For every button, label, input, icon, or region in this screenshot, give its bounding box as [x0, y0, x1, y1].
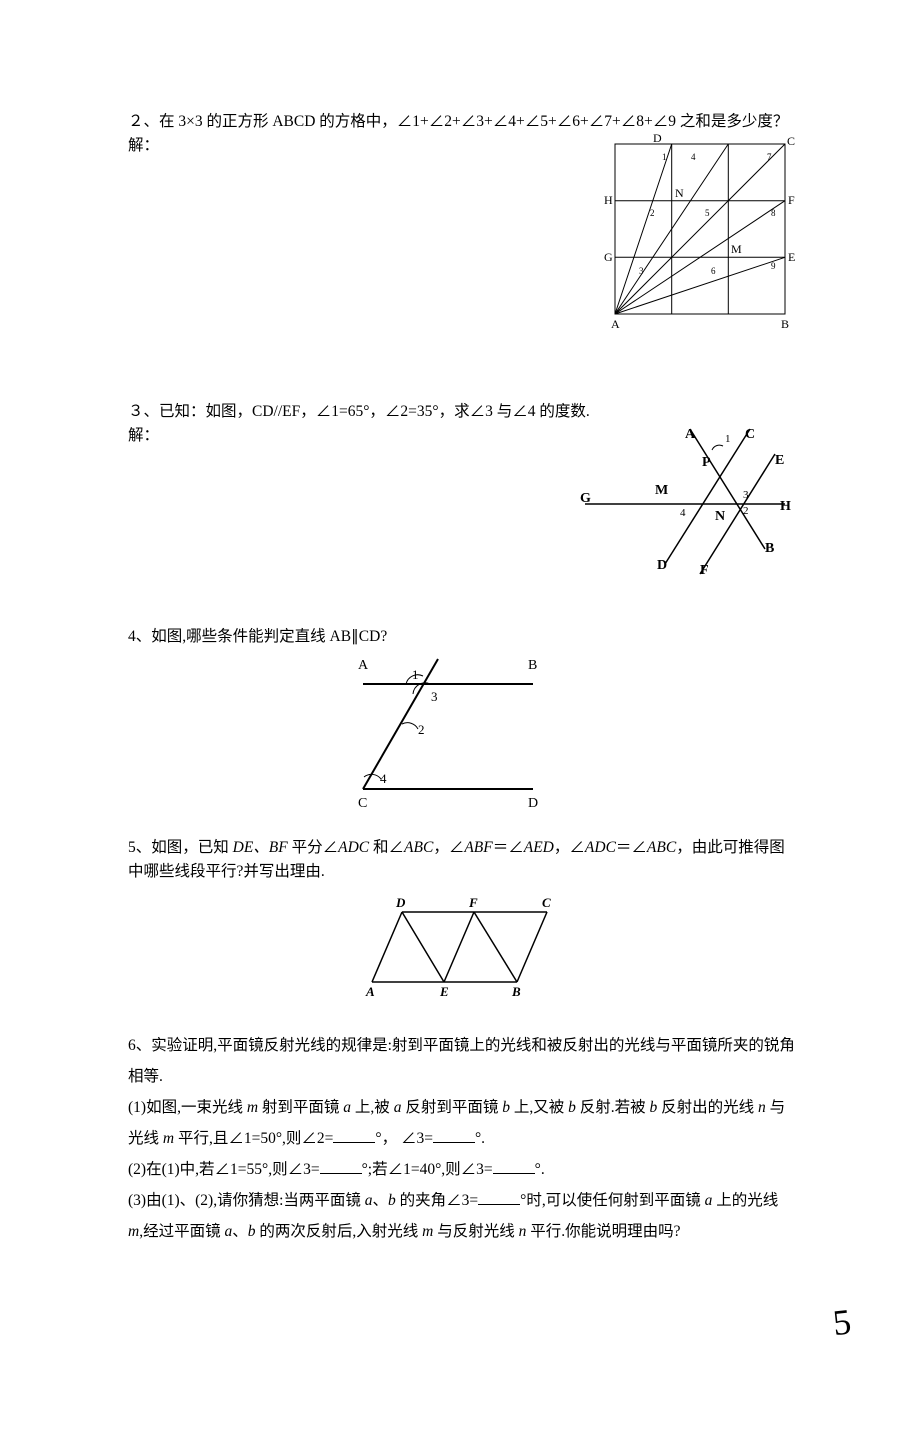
- svg-text:D: D: [653, 134, 662, 145]
- q4-text: 4、如图,哪些条件能判定直线 AB∥CD?: [128, 625, 795, 649]
- svg-text:E: E: [775, 453, 784, 468]
- svg-text:6: 6: [711, 266, 716, 276]
- svg-text:M: M: [731, 242, 742, 256]
- svg-text:D: D: [395, 895, 406, 910]
- svg-text:B: B: [511, 984, 521, 999]
- q6-part2: (2)在(1)中,若∠1=55°,则∠3=°;若∠1=40°,则∠3=°.: [128, 1154, 795, 1185]
- question-5: 5、如图，已知 DE、BF 平分∠ADC 和∠ABC，∠ABF＝∠AED，∠AD…: [128, 836, 795, 1002]
- svg-text:3: 3: [431, 689, 438, 704]
- q6-part1: (1)如图,一束光线 m 射到平面镜 a 上,被 a 反射到平面镜 b 上,又被…: [128, 1092, 795, 1154]
- svg-text:B: B: [765, 541, 774, 556]
- svg-text:4: 4: [380, 771, 387, 786]
- svg-text:F: F: [468, 895, 478, 910]
- svg-text:G: G: [580, 491, 591, 506]
- svg-text:D: D: [657, 558, 667, 573]
- svg-text:E: E: [439, 984, 449, 999]
- svg-text:1: 1: [412, 667, 419, 682]
- svg-text:4: 4: [691, 152, 696, 162]
- svg-text:7: 7: [767, 152, 772, 162]
- blank-input: [320, 1158, 362, 1175]
- q5-figure: D F C A E B: [352, 892, 572, 1002]
- svg-text:C: C: [358, 796, 367, 811]
- page-number: 5: [2, 1283, 920, 1431]
- q3-text: ３、已知：如图，CD//EF，∠1=65°，∠2=35°，求∠3 与∠4 的度数…: [128, 400, 795, 424]
- svg-text:N: N: [675, 186, 684, 200]
- blank-input: [333, 1127, 375, 1144]
- svg-text:D: D: [528, 796, 538, 811]
- blank-input: [478, 1189, 520, 1206]
- svg-text:N: N: [715, 509, 725, 524]
- q2-figure: D C H N F G M E A B 1 2 3 4 5 6 7 8 9: [595, 134, 795, 334]
- q6-intro: 6、实验证明,平面镜反射光线的规律是:射到平面镜上的光线和被反射出的光线与平面镜…: [128, 1030, 795, 1092]
- question-4: 4、如图,哪些条件能判定直线 AB∥CD? A B C D 1: [128, 625, 795, 814]
- question-3: ３、已知：如图，CD//EF，∠1=65°，∠2=35°，求∠3 与∠4 的度数…: [128, 400, 795, 619]
- q3-figure: A C E G H M N D F B P 1 2 3 4: [575, 424, 795, 579]
- svg-text:A: A: [358, 658, 369, 673]
- svg-text:A: A: [365, 984, 375, 999]
- svg-text:F: F: [700, 563, 709, 578]
- svg-text:4: 4: [680, 507, 686, 519]
- svg-text:H: H: [780, 499, 791, 514]
- svg-text:C: C: [542, 895, 551, 910]
- svg-text:2: 2: [650, 208, 655, 218]
- svg-text:B: B: [528, 658, 537, 673]
- svg-text:F: F: [788, 193, 795, 207]
- svg-text:3: 3: [743, 489, 749, 501]
- svg-text:B: B: [781, 317, 789, 331]
- question-6: 6、实验证明,平面镜反射光线的规律是:射到平面镜上的光线和被反射出的光线与平面镜…: [128, 1030, 795, 1247]
- blank-input: [433, 1127, 475, 1144]
- svg-text:C: C: [745, 427, 755, 442]
- svg-text:A: A: [611, 317, 620, 331]
- q4-figure: A B C D 1 3 2 4: [328, 649, 558, 814]
- blank-input: [493, 1158, 535, 1175]
- q2-text: ２、在 3×3 的正方形 ABCD 的方格中，∠1+∠2+∠3+∠4+∠5+∠6…: [128, 110, 795, 134]
- svg-text:1: 1: [662, 152, 667, 162]
- svg-text:2: 2: [418, 722, 425, 737]
- svg-text:8: 8: [771, 208, 776, 218]
- svg-text:9: 9: [771, 261, 776, 271]
- svg-text:P: P: [702, 455, 711, 470]
- svg-text:C: C: [787, 134, 795, 148]
- q6-part3: (3)由(1)、(2),请你猜想:当两平面镜 a、b 的夹角∠3=°时,可以使任…: [128, 1185, 795, 1247]
- svg-text:2: 2: [743, 505, 749, 517]
- svg-text:M: M: [655, 483, 668, 498]
- svg-text:3: 3: [639, 266, 644, 276]
- svg-text:G: G: [604, 250, 613, 264]
- q5-text: 5、如图，已知 DE、BF 平分∠ADC 和∠ABC，∠ABF＝∠AED，∠AD…: [128, 836, 795, 884]
- question-2: ２、在 3×3 的正方形 ABCD 的方格中，∠1+∠2+∠3+∠4+∠5+∠6…: [128, 110, 795, 394]
- svg-text:A: A: [685, 427, 696, 442]
- svg-text:H: H: [604, 193, 613, 207]
- svg-text:5: 5: [705, 208, 710, 218]
- svg-text:1: 1: [725, 433, 731, 445]
- svg-text:E: E: [788, 250, 795, 264]
